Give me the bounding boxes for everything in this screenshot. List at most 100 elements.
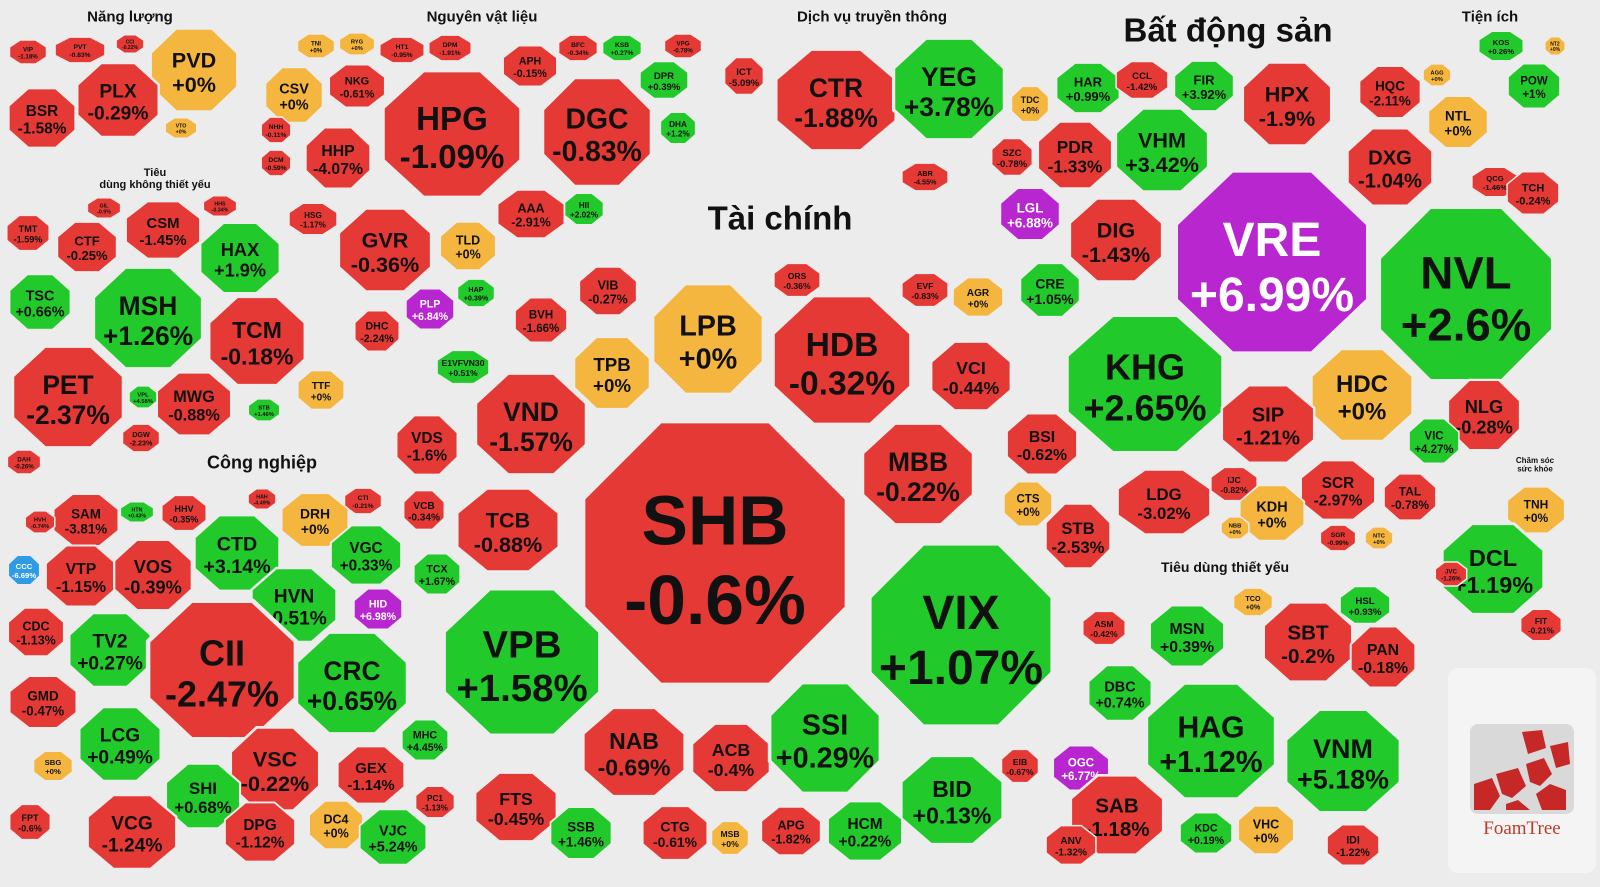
cell-yeg[interactable] — [891, 36, 1007, 142]
cell-shb[interactable] — [576, 414, 854, 692]
cell-pow[interactable] — [1507, 63, 1561, 109]
cell-pet[interactable] — [10, 344, 126, 450]
cell-msn[interactable] — [1149, 604, 1225, 668]
cell-vjc[interactable] — [358, 808, 428, 866]
cell-crc[interactable] — [294, 630, 410, 736]
cell-ryg[interactable] — [338, 32, 376, 56]
cell-tnh[interactable] — [1506, 486, 1566, 534]
cell-lcg[interactable] — [78, 705, 162, 783]
cell-hdc[interactable] — [1309, 347, 1415, 443]
cell-vnm[interactable] — [1284, 707, 1402, 815]
cell-sbg[interactable] — [32, 750, 74, 782]
cell-vre[interactable] — [1172, 166, 1372, 358]
cell-pc1[interactable] — [414, 785, 456, 819]
cell-tld[interactable] — [439, 221, 497, 271]
cell-kos[interactable] — [1478, 30, 1524, 62]
cell-aaa[interactable] — [496, 189, 566, 239]
cell-sgr[interactable] — [1319, 524, 1357, 552]
cell-hhp[interactable] — [304, 126, 372, 190]
cell-ict[interactable] — [723, 56, 765, 96]
cell-vpb[interactable] — [441, 585, 603, 739]
cell-hii[interactable] — [563, 192, 605, 226]
cell-fit[interactable] — [1519, 608, 1563, 642]
cell-tdc[interactable] — [1010, 85, 1050, 123]
cell-cre[interactable] — [1019, 262, 1081, 318]
cell-ctg[interactable] — [641, 805, 709, 861]
cell-hcm[interactable] — [827, 800, 903, 862]
cell-tmt[interactable] — [6, 214, 50, 252]
cell-hsg[interactable] — [288, 202, 338, 236]
cell-ht1[interactable] — [379, 36, 425, 64]
cell-ctr[interactable] — [774, 47, 898, 153]
cell-hqc[interactable] — [1358, 65, 1422, 119]
cell-tco[interactable] — [1232, 587, 1274, 617]
cell-dpm[interactable] — [428, 34, 472, 62]
cell-bvh[interactable] — [514, 297, 568, 343]
cell-dc4[interactable] — [308, 800, 364, 850]
cell-hpx[interactable] — [1241, 61, 1333, 147]
cell-hah[interactable] — [247, 488, 277, 510]
cell-fir[interactable] — [1173, 60, 1235, 112]
cell-ijc[interactable] — [1210, 466, 1258, 502]
cell-dhc[interactable] — [354, 309, 400, 353]
cell-dpg[interactable] — [223, 801, 297, 863]
cell-pdr[interactable] — [1036, 120, 1114, 190]
cell-vnd[interactable] — [473, 371, 589, 477]
cell-scr[interactable] — [1300, 459, 1376, 521]
cell-bid[interactable] — [899, 754, 1005, 846]
cell-nhh[interactable] — [260, 116, 292, 144]
cell-evf[interactable] — [901, 272, 949, 308]
cell-drh[interactable] — [280, 492, 350, 548]
cell-htn[interactable] — [119, 501, 155, 523]
cell-kdh[interactable] — [1238, 484, 1306, 542]
cell-aph[interactable] — [502, 44, 558, 88]
cell-stb[interactable] — [247, 398, 281, 422]
cell-ttf[interactable] — [297, 369, 345, 411]
cell-dcm[interactable] — [260, 149, 292, 177]
cell-vcg[interactable] — [86, 793, 178, 871]
cell-ctd[interactable] — [193, 513, 281, 593]
cell-vcb[interactable] — [402, 489, 446, 531]
cell-dha[interactable] — [659, 111, 697, 145]
cell-sip[interactable] — [1220, 383, 1316, 465]
cell-cti[interactable] — [343, 487, 383, 515]
cell-hpg[interactable] — [380, 68, 524, 200]
cell-bsi[interactable] — [1005, 412, 1079, 476]
cell-agr[interactable] — [952, 276, 1004, 318]
cell-pvd[interactable] — [149, 27, 239, 113]
cell-hvh[interactable] — [24, 510, 56, 534]
cell-gex[interactable] — [336, 745, 406, 805]
cell-tcb[interactable] — [455, 487, 561, 573]
cell-dxg[interactable] — [1346, 126, 1434, 208]
cell-vib[interactable] — [578, 266, 638, 316]
cell-ntl[interactable] — [1427, 95, 1489, 149]
cell-stb[interactable] — [1044, 502, 1112, 570]
cell-anv[interactable] — [1045, 824, 1097, 866]
cell-cci[interactable] — [115, 34, 145, 54]
cell-agg[interactable] — [1422, 63, 1452, 87]
cell-mbb[interactable] — [860, 421, 976, 527]
cell-dpr[interactable] — [639, 60, 689, 100]
cell-vgc[interactable] — [329, 524, 403, 586]
cell-ssi[interactable] — [767, 680, 883, 796]
cell-kdc[interactable] — [1179, 811, 1233, 855]
cell-idi[interactable] — [1326, 823, 1380, 867]
cell-mhc[interactable] — [401, 718, 449, 762]
cell-tch[interactable] — [1506, 171, 1560, 215]
cell-vip[interactable] — [8, 39, 48, 65]
cell-csm[interactable] — [125, 200, 201, 260]
cell-asm[interactable] — [1082, 610, 1126, 646]
cell-bfc[interactable] — [557, 34, 599, 62]
cell-vci[interactable] — [930, 340, 1012, 412]
cell-lgl[interactable] — [999, 187, 1061, 241]
cell-tal[interactable] — [1383, 473, 1437, 521]
cell-vhc[interactable] — [1237, 805, 1295, 855]
cell-dgw[interactable] — [121, 423, 161, 453]
cell-ccc[interactable] — [7, 554, 41, 586]
cell-ccl[interactable] — [1115, 60, 1169, 100]
cell-har[interactable] — [1055, 62, 1121, 114]
cell-tsc[interactable] — [8, 273, 72, 331]
cell-nt2[interactable] — [1544, 36, 1566, 56]
cell-cdc[interactable] — [7, 607, 65, 657]
cell-ldg[interactable] — [1116, 468, 1212, 536]
